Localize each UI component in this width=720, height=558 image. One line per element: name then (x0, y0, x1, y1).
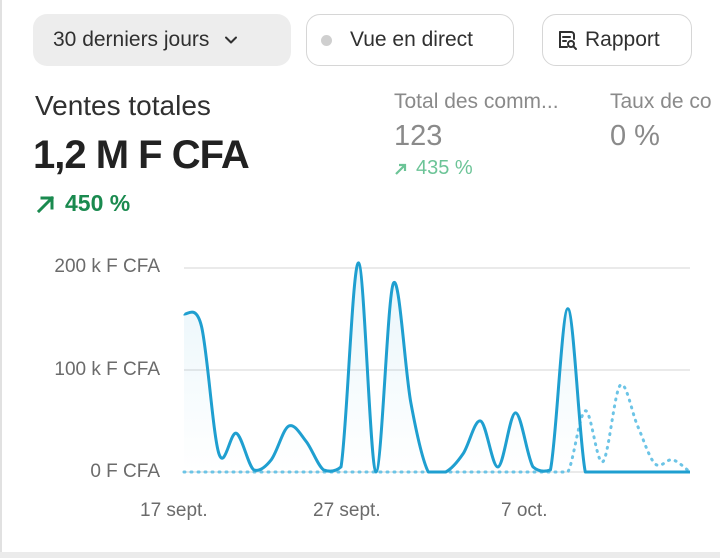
x-tick-label: 27 sept. (313, 500, 381, 521)
orders-delta: 435 % (394, 157, 473, 180)
conversion-rate-value: 0 % (610, 120, 660, 152)
sales-data-point[interactable] (580, 467, 590, 477)
sales-data-point[interactable] (231, 428, 241, 438)
sales-series-area (184, 262, 690, 472)
total-sales-delta-value: 450 % (65, 190, 131, 216)
sales-data-point[interactable] (406, 398, 416, 408)
total-sales-delta: 450 % (35, 190, 130, 217)
sales-data-point[interactable] (214, 449, 224, 459)
sales-data-point[interactable] (196, 321, 206, 331)
report-button[interactable]: Rapport (542, 14, 692, 66)
sales-data-point[interactable] (563, 304, 573, 314)
sales-data-point[interactable] (371, 467, 381, 477)
conversion-rate-title[interactable]: Taux de co (610, 90, 712, 113)
live-view-label: Vue en direct (350, 28, 473, 51)
orders-delta-value: 435 % (416, 157, 473, 179)
arrow-up-right-icon (395, 163, 407, 175)
sales-data-point[interactable] (319, 465, 329, 475)
live-status-dot-icon (321, 34, 332, 46)
date-range-label: 30 derniers jours (53, 28, 210, 51)
orders-value: 123 (394, 120, 443, 152)
sales-data-point[interactable] (266, 455, 276, 465)
report-icon (559, 31, 577, 50)
sales-data-point[interactable] (685, 467, 695, 477)
live-view-button[interactable]: Vue en direct (306, 14, 514, 66)
sales-data-point[interactable] (511, 408, 521, 418)
sales-data-point[interactable] (336, 462, 346, 472)
x-tick-label: 7 oct. (501, 500, 548, 521)
sales-data-point[interactable] (423, 467, 433, 477)
sales-data-point[interactable] (476, 416, 486, 426)
sales-data-point[interactable] (528, 462, 538, 472)
arrow-up-right-icon (36, 195, 55, 213)
comparison-series-line (182, 383, 692, 474)
sales-data-point[interactable] (493, 462, 503, 472)
orders-title[interactable]: Total des comm... (394, 90, 559, 113)
chevron-down-icon (225, 36, 238, 44)
sales-data-point[interactable] (458, 449, 468, 459)
y-tick-label: 100 k F CFA (54, 359, 160, 380)
report-label: Rapport (585, 28, 660, 51)
sales-data-point[interactable] (633, 467, 643, 477)
y-tick-label: 200 k F CFA (54, 256, 160, 277)
sales-data-point[interactable] (301, 436, 311, 446)
sales-data-point[interactable] (179, 309, 189, 319)
sales-data-point[interactable] (441, 467, 451, 477)
sales-data-point[interactable] (615, 467, 625, 477)
sales-data-point[interactable] (650, 467, 660, 477)
total-sales-title[interactable]: Ventes totales (35, 90, 211, 121)
bottom-divider (0, 552, 720, 558)
x-tick-label: 17 sept. (140, 500, 208, 521)
sales-data-point[interactable] (545, 465, 555, 475)
sales-data-point[interactable] (388, 278, 398, 288)
sales-series-line (183, 261, 690, 474)
y-tick-label: 0 F CFA (90, 461, 160, 482)
sales-data-point[interactable] (668, 467, 678, 477)
total-sales-value: 1,2 M F CFA (33, 133, 250, 177)
sales-data-point[interactable] (353, 258, 363, 268)
sales-data-point[interactable] (284, 421, 294, 431)
sales-data-point[interactable] (249, 465, 259, 475)
sales-data-point[interactable] (598, 467, 608, 477)
date-range-button[interactable]: 30 derniers jours (33, 14, 291, 66)
